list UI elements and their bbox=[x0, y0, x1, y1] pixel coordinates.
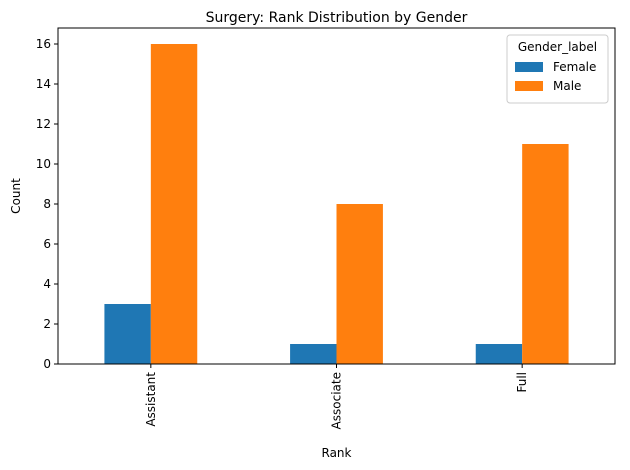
legend: Gender_label Female Male bbox=[506, 34, 609, 104]
legend-swatch-female bbox=[515, 62, 543, 72]
y-tick-label: 16 bbox=[36, 37, 51, 51]
y-tick-label: 8 bbox=[43, 197, 51, 211]
bar-male-full bbox=[522, 144, 569, 364]
y-tick-label: 14 bbox=[36, 77, 51, 91]
x-axis-label: Rank bbox=[322, 446, 352, 460]
x-tick-label: Full bbox=[515, 372, 529, 393]
bar-female-full bbox=[475, 344, 523, 364]
x-tick-label: Associate bbox=[330, 372, 344, 429]
y-tick-label: 0 bbox=[43, 357, 51, 371]
bar-female-associate bbox=[290, 344, 337, 364]
legend-label-female: Female bbox=[553, 60, 596, 74]
legend-title: Gender_label bbox=[518, 40, 597, 54]
y-tick-label: 6 bbox=[43, 237, 51, 251]
plot-area: 0 2 4 6 8 10 12 14 16 Assistant Associate Full bbox=[36, 27, 616, 429]
y-tick-label: 12 bbox=[36, 117, 51, 131]
y-tick-label: 10 bbox=[36, 157, 51, 171]
y-tick-label: 2 bbox=[43, 317, 51, 331]
bar-male-assistant bbox=[150, 44, 198, 364]
y-axis-label: Count bbox=[9, 178, 23, 214]
bar-male-associate bbox=[336, 204, 383, 364]
y-tick-label: 4 bbox=[43, 277, 51, 291]
bar-female-assistant bbox=[104, 304, 151, 364]
legend-label-male: Male bbox=[553, 79, 581, 93]
chart-title: Surgery: Rank Distribution by Gender bbox=[206, 10, 468, 26]
x-tick-label: Assistant bbox=[144, 372, 158, 427]
legend-swatch-male bbox=[515, 81, 543, 91]
